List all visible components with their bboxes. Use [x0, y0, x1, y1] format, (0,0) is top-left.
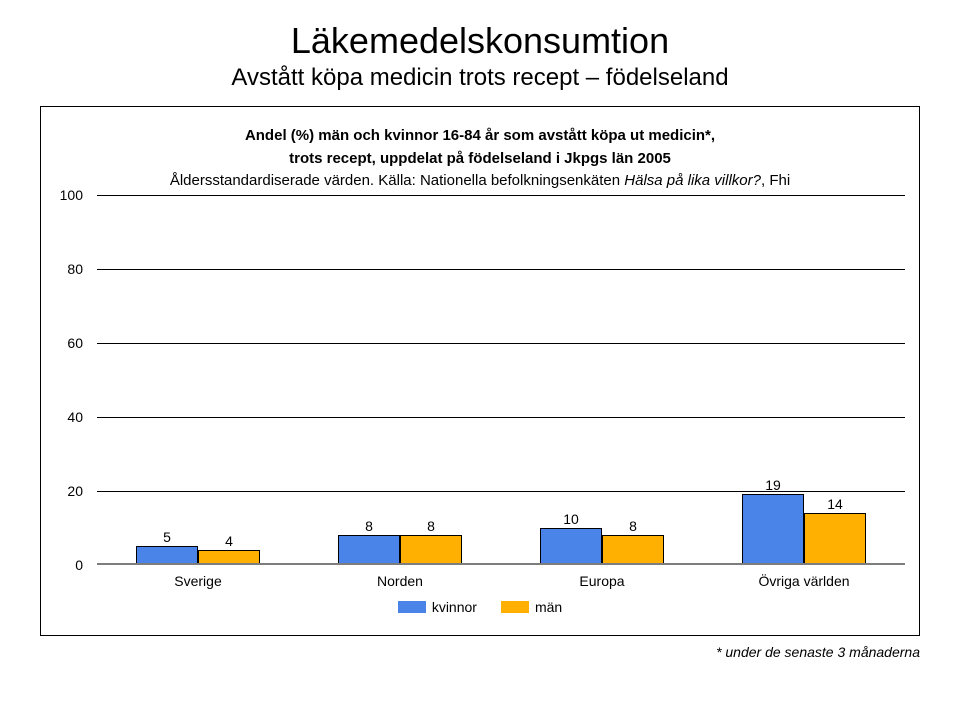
- bar: 8: [338, 535, 400, 565]
- bar-wrap: 8: [338, 195, 400, 565]
- y-tick-label: 60: [67, 335, 83, 351]
- x-tick-label: Övriga världen: [703, 565, 905, 589]
- chart-heading-italic: Hälsa på lika villkor?: [624, 172, 761, 189]
- chart-heading: Andel (%) män och kvinnor 16-84 år som a…: [65, 125, 895, 193]
- bar-wrap: 10: [540, 195, 602, 565]
- x-axis-labels: SverigeNordenEuropaÖvriga världen: [97, 565, 905, 589]
- bar-group: 108: [501, 195, 703, 565]
- legend-swatch: [398, 601, 426, 613]
- bar: 14: [804, 513, 866, 565]
- bar-value-label: 10: [541, 511, 601, 527]
- page-subtitle: Avstått köpa medicin trots recept – föde…: [40, 64, 920, 92]
- y-tick-label: 20: [67, 483, 83, 499]
- y-tick-label: 100: [60, 187, 83, 203]
- chart-heading-line2: trots recept, uppdelat på födelseland i …: [289, 150, 671, 167]
- bar-wrap: 8: [400, 195, 462, 565]
- bar-wrap: 8: [602, 195, 664, 565]
- bar: 19: [742, 494, 804, 564]
- legend: kvinnor män: [65, 599, 895, 615]
- chart-heading-sub2: , Fhi: [761, 172, 790, 189]
- chart-container: Andel (%) män och kvinnor 16-84 år som a…: [40, 106, 920, 636]
- x-tick-label: Sverige: [97, 565, 299, 589]
- bar-wrap: 14: [804, 195, 866, 565]
- bar-value-label: 4: [199, 533, 259, 549]
- bar: 5: [136, 546, 198, 565]
- bar: 10: [540, 528, 602, 565]
- bar-value-label: 5: [137, 529, 197, 545]
- x-axis-baseline: [97, 563, 905, 564]
- x-tick-label: Europa: [501, 565, 703, 589]
- bar-groups: 54881081914: [97, 195, 905, 565]
- legend-label: män: [535, 599, 562, 615]
- bar-value-label: 19: [743, 477, 803, 493]
- page: Läkemedelskonsumtion Avstått köpa medici…: [0, 0, 960, 720]
- bar: 8: [602, 535, 664, 565]
- bar-value-label: 8: [401, 518, 461, 534]
- bar-value-label: 8: [603, 518, 663, 534]
- bar-wrap: 5: [136, 195, 198, 565]
- bar-value-label: 8: [339, 518, 399, 534]
- bar-wrap: 4: [198, 195, 260, 565]
- legend-label: kvinnor: [432, 599, 477, 615]
- bar-wrap: 19: [742, 195, 804, 565]
- plot-area: 020406080100 54881081914: [85, 195, 905, 565]
- bar: 4: [198, 550, 260, 565]
- legend-item: kvinnor: [398, 599, 477, 615]
- bar-value-label: 14: [805, 496, 865, 512]
- bar: 8: [400, 535, 462, 565]
- chart-heading-sub1: Åldersstandardiserade värden. Källa: Nat…: [170, 172, 624, 189]
- legend-item: män: [501, 599, 562, 615]
- bar-group: 1914: [703, 195, 905, 565]
- chart-heading-line1: Andel (%) män och kvinnor 16-84 år som a…: [245, 127, 715, 144]
- bar-group: 88: [299, 195, 501, 565]
- legend-swatch: [501, 601, 529, 613]
- footnote: * under de senaste 3 månaderna: [40, 644, 920, 660]
- page-title: Läkemedelskonsumtion: [40, 20, 920, 62]
- x-tick-label: Norden: [299, 565, 501, 589]
- y-axis-labels: 020406080100: [55, 195, 83, 565]
- y-tick-label: 0: [75, 557, 83, 573]
- bar-group: 54: [97, 195, 299, 565]
- y-tick-label: 40: [67, 409, 83, 425]
- y-tick-label: 80: [67, 261, 83, 277]
